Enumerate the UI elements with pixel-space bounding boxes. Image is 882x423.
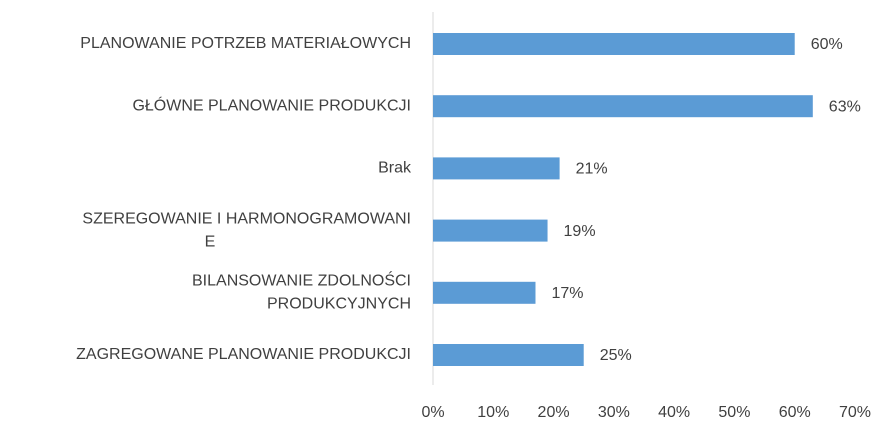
value-label: 19% [564, 223, 596, 240]
x-tick-label: 0% [421, 404, 444, 421]
value-label: 25% [600, 347, 632, 364]
x-tick-label: 60% [779, 404, 811, 421]
value-label: 17% [551, 285, 583, 302]
category-label: GŁÓWNE PLANOWANIE PRODUKCJI [132, 95, 411, 114]
x-tick-label: 40% [658, 404, 690, 421]
x-tick-label: 20% [538, 404, 570, 421]
category-label: PRODUKCYJNYCH [267, 296, 411, 313]
bar [433, 281, 536, 304]
x-tick-label: 50% [718, 404, 750, 421]
x-tick-label: 70% [839, 404, 871, 421]
x-tick-label: 30% [598, 404, 630, 421]
bar [433, 344, 584, 366]
value-label: 60% [811, 36, 843, 53]
x-tick-label: 10% [477, 404, 509, 421]
bar [433, 95, 813, 118]
category-label: PLANOWANIE POTRZEB MATERIAŁOWYCH [80, 35, 411, 52]
category-label: ZAGREGOWANE PLANOWANIE PRODUKCJI [76, 346, 411, 363]
category-label: SZEREGOWANIE I HARMONOGRAMOWANI [82, 210, 411, 227]
category-label: BILANSOWANIE ZDOLNOŚCI [192, 271, 411, 290]
category-label: E [205, 233, 216, 250]
bar [433, 33, 795, 55]
bar [433, 219, 548, 242]
category-label: Brak [378, 160, 412, 177]
value-label: 21% [576, 161, 608, 178]
value-label: 63% [829, 98, 861, 115]
bar [433, 157, 560, 180]
